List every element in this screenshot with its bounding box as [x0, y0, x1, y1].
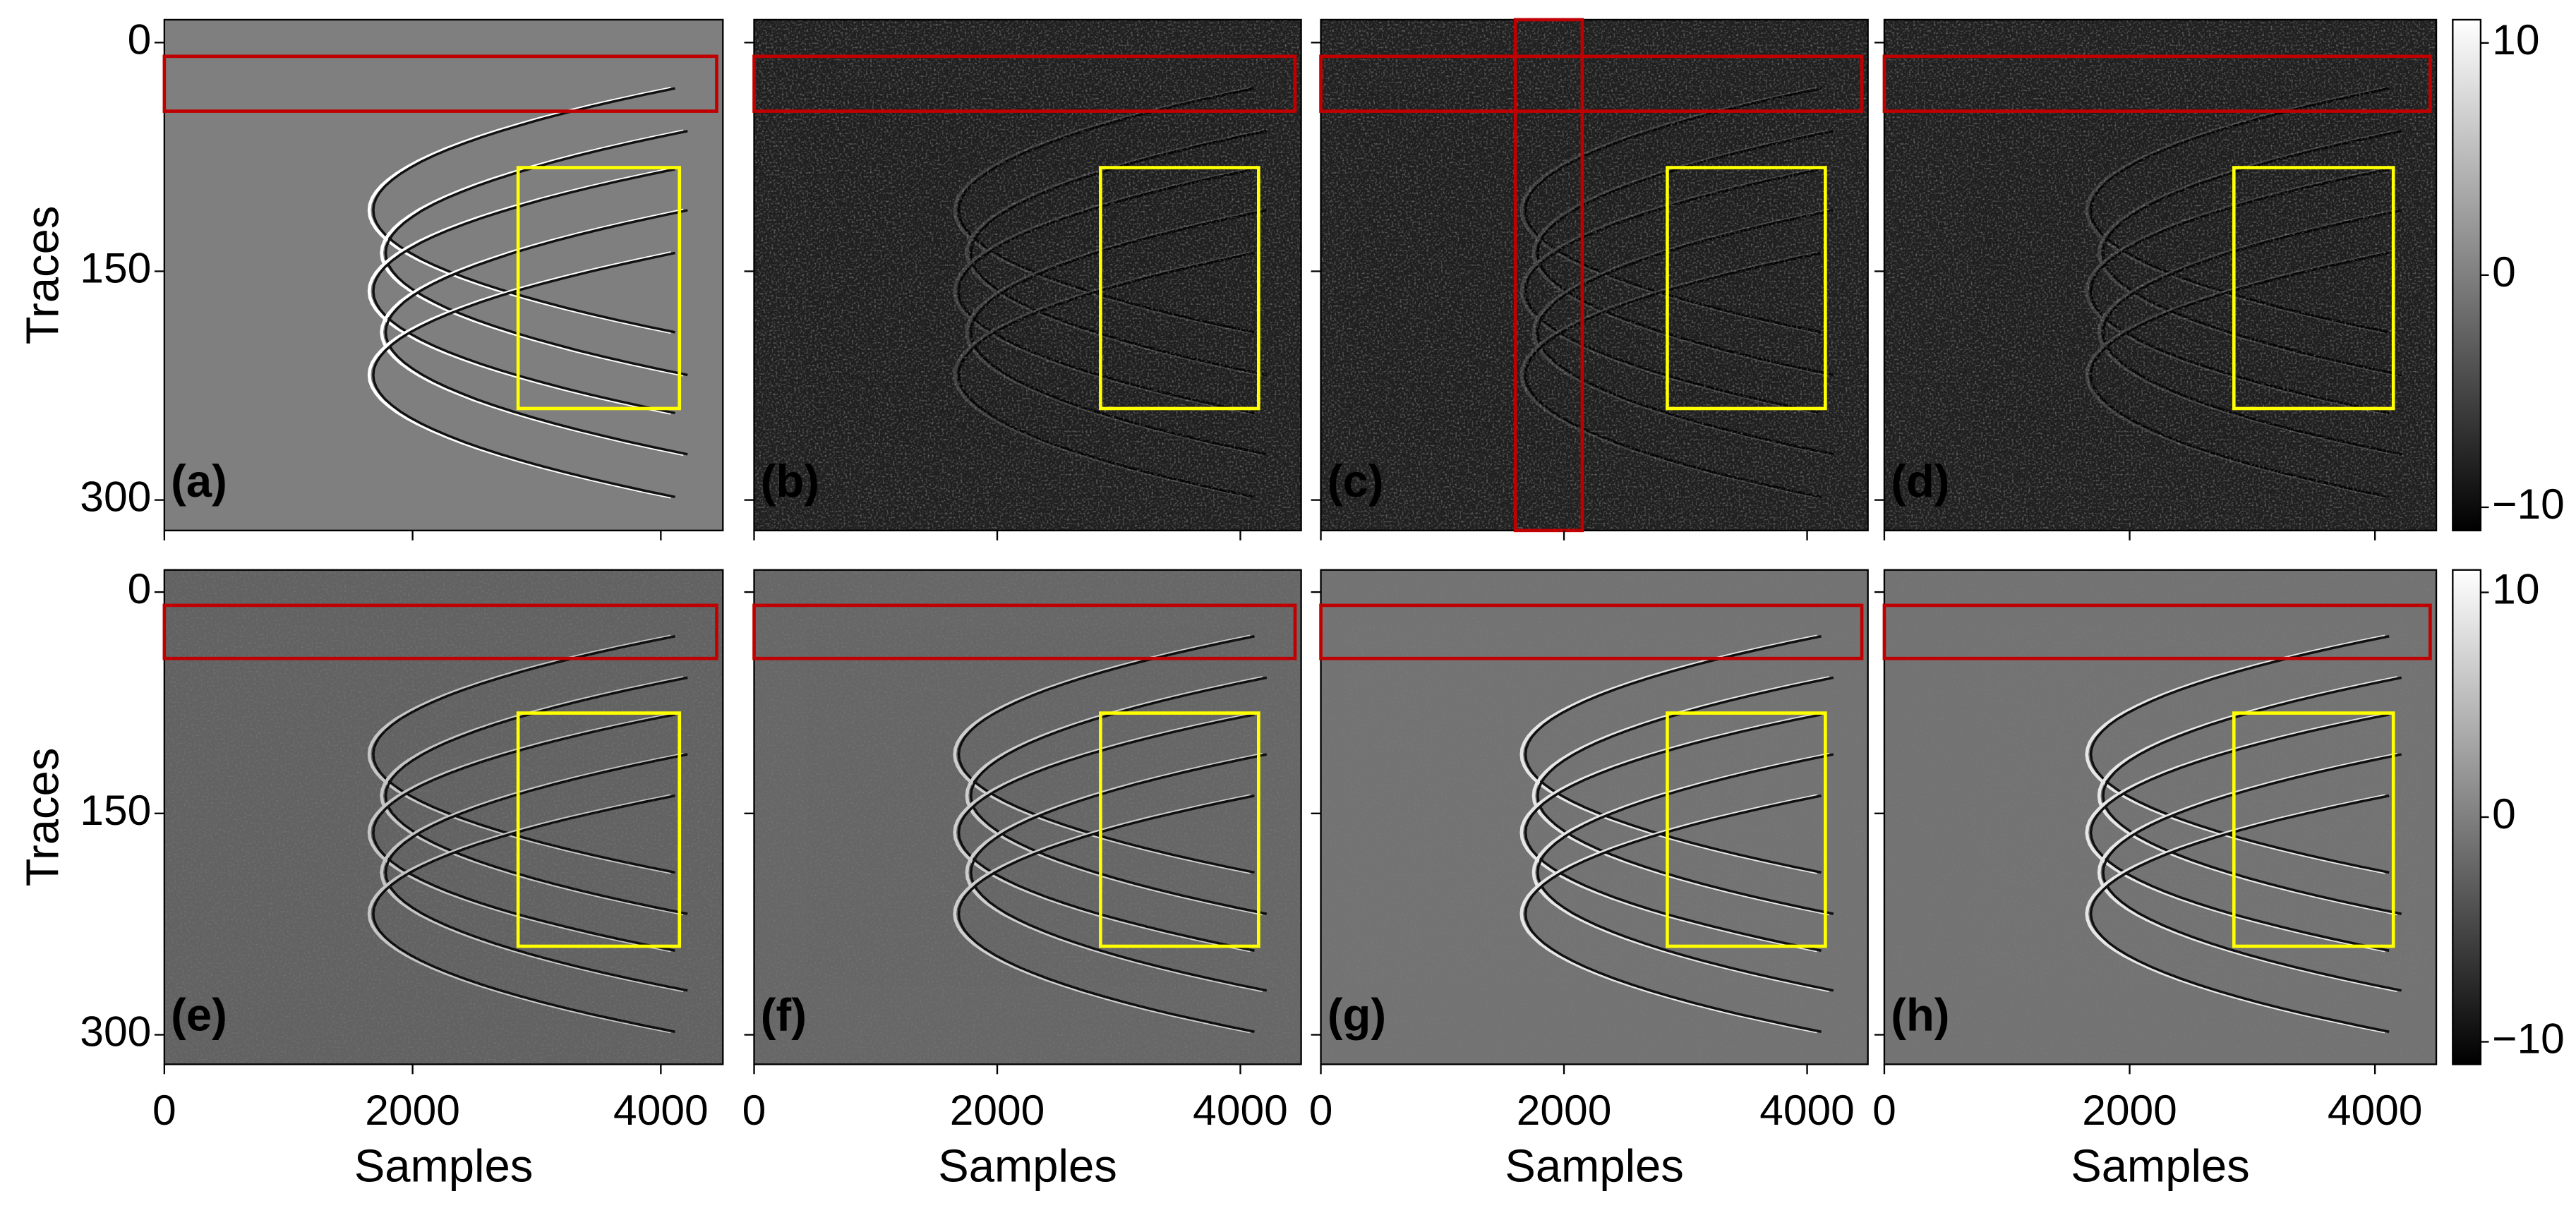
panel-label: (h): [1891, 989, 1949, 1040]
panel-frame: [1883, 18, 2438, 532]
panel-image: [164, 19, 723, 531]
panel-image: [1320, 19, 1868, 531]
x-tick-label: 0: [1872, 1086, 1896, 1134]
panel-frame: [753, 569, 1302, 1065]
highlight-box: [1319, 54, 1864, 113]
panel-image: [1884, 19, 2437, 531]
highlight-box: [1099, 711, 1260, 948]
panel: (d): [1874, 18, 2438, 540]
y-tick-label: 300: [80, 473, 151, 521]
y-tick-label: 150: [80, 243, 151, 291]
highlight-box: [1319, 603, 1864, 660]
y-axis-label: Traces: [17, 206, 68, 345]
panel-image: [164, 569, 723, 1065]
noise: [754, 19, 1301, 531]
x-tick-label: 4000: [1193, 1086, 1288, 1134]
panel-image: [754, 19, 1301, 531]
y-tick-label: 0: [128, 15, 152, 63]
panel-frame: [753, 18, 1302, 532]
noise: [754, 569, 1301, 1065]
x-axis-label: Samples: [2071, 1140, 2249, 1192]
panel: (a) 0 150 300 Traces: [17, 15, 724, 540]
panel: (h) 0 2000 4000 Samples: [1872, 569, 2438, 1192]
panel-label: (d): [1891, 455, 1949, 507]
highlight-box: [752, 54, 1297, 113]
highlight-box: [2232, 711, 2395, 948]
colorbar-tick-label: 10: [2492, 16, 2539, 64]
event: [384, 130, 688, 377]
y-tick-label: 300: [80, 1007, 151, 1055]
panel-frame: [1320, 18, 1869, 532]
x-tick-label: 2000: [1517, 1086, 1612, 1134]
highlight-box: [2232, 166, 2395, 411]
panel-label: (f): [761, 989, 807, 1040]
colorbar-tick-label: 10: [2492, 565, 2539, 613]
x-tick-label: 2000: [365, 1086, 460, 1134]
x-axis-label: Samples: [354, 1140, 534, 1192]
x-tick-label: 0: [1309, 1086, 1333, 1134]
panel-label: (c): [1328, 455, 1384, 507]
panel-label: (g): [1328, 989, 1386, 1040]
noise: [1884, 569, 2437, 1065]
highlight-box: [162, 54, 718, 113]
panel-image: [754, 569, 1301, 1065]
highlight-box: [516, 166, 682, 411]
panel-frame: [163, 18, 724, 532]
y-axis-label: Traces: [17, 748, 68, 887]
x-tick-label: 4000: [613, 1086, 709, 1134]
panel-frame: [163, 569, 724, 1065]
highlight-box: [1513, 18, 1584, 533]
highlight-box: [1882, 603, 2432, 660]
panel-frame: [1883, 569, 2438, 1065]
panel-background: [164, 19, 723, 531]
x-axis-label: Samples: [938, 1140, 1117, 1192]
x-tick-label: 2000: [2082, 1086, 2177, 1134]
panel-image: [1320, 569, 1868, 1065]
colorbar-tick-label: −10: [2492, 480, 2565, 528]
colorbar-tick-label: 0: [2492, 248, 2516, 296]
x-tick-label: 4000: [1759, 1086, 1855, 1134]
panel: (c): [1311, 18, 1869, 540]
noise: [1320, 569, 1868, 1065]
highlight-box: [1099, 166, 1260, 411]
panel-label: (e): [171, 989, 227, 1040]
event: [372, 251, 675, 499]
panel-frame: [1320, 569, 1869, 1065]
highlight-box: [516, 711, 682, 948]
panel: (f) 0 2000 4000 Samples: [742, 569, 1302, 1192]
panel: (g) 0 2000 4000 Samples: [1309, 569, 1869, 1192]
panel-label: (a): [171, 455, 227, 507]
x-tick-label: 0: [152, 1086, 176, 1134]
noise: [164, 569, 723, 1065]
noise: [1320, 19, 1868, 531]
x-axis-label: Samples: [1505, 1140, 1684, 1192]
colorbar-tick-label: 0: [2492, 790, 2516, 838]
panel-label: (b): [761, 455, 819, 507]
colorbar-tick-label: −10: [2492, 1014, 2565, 1062]
highlight-box: [1882, 54, 2432, 113]
highlight-box: [1666, 166, 1827, 411]
panel-image: [1884, 569, 2437, 1065]
panel: (b): [744, 18, 1302, 540]
event: [384, 209, 688, 456]
highlight-box: [752, 603, 1297, 660]
x-tick-label: 2000: [950, 1086, 1045, 1134]
event: [372, 168, 675, 415]
colorbar: [2452, 18, 2482, 532]
colorbar: [2452, 569, 2482, 1065]
highlight-box: [162, 603, 718, 660]
y-tick-label: 150: [80, 786, 151, 834]
y-tick-label: 0: [128, 564, 152, 612]
highlight-box: [1666, 711, 1827, 948]
noise: [1884, 19, 2437, 531]
x-tick-label: 0: [742, 1086, 766, 1134]
x-tick-label: 4000: [2328, 1086, 2423, 1134]
